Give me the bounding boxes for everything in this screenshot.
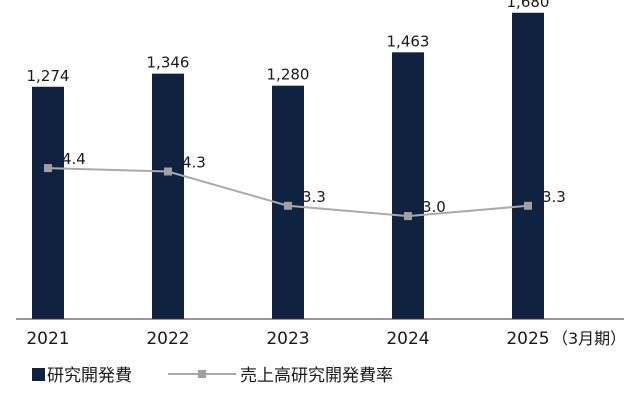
ratio-value-label: 3.3 — [302, 188, 326, 206]
ratio-line-series — [44, 164, 532, 221]
legend-line-label: 売上高研究開発費率 — [240, 366, 393, 386]
legend-line-marker — [198, 370, 206, 378]
x-tick-label: 2024 — [386, 329, 429, 349]
bar-value-label: 1,280 — [267, 66, 310, 84]
ratio-point — [44, 164, 52, 173]
bar — [152, 73, 184, 319]
legend: 研究開発費 売上高研究開発費率 — [32, 366, 393, 386]
period-note: （3月期） — [552, 329, 626, 348]
bar — [512, 12, 544, 319]
ratio-point — [404, 212, 412, 221]
ratio-point — [164, 167, 172, 176]
bar-value-labels: 1,274 1,346 1,280 1,463 1,680 — [27, 0, 550, 85]
ratio-value-label: 3.3 — [542, 188, 566, 206]
x-tick-label: 2022 — [146, 329, 189, 349]
bar — [392, 52, 424, 319]
ratio-value-label: 4.3 — [182, 154, 206, 172]
bar-value-label: 1,274 — [27, 67, 70, 85]
bar-value-label: 1,680 — [507, 0, 550, 11]
x-tick-label: 2025 — [506, 329, 549, 349]
x-axis-tick-labels: 2021 2022 2023 2024 2025 — [26, 329, 549, 349]
legend-bar-label: 研究開発費 — [47, 366, 132, 386]
ratio-value-label: 4.4 — [62, 150, 86, 168]
x-tick-label: 2021 — [26, 329, 69, 349]
ratio-point — [284, 201, 292, 210]
ratio-point — [524, 201, 532, 210]
x-tick-label: 2023 — [266, 329, 309, 349]
bar-series — [32, 12, 544, 319]
bar — [32, 86, 64, 319]
bar-value-label: 1,346 — [147, 54, 190, 72]
ratio-value-labels: 4.4 4.3 3.3 3.0 3.3 — [62, 150, 566, 216]
bar-value-label: 1,463 — [387, 32, 430, 50]
legend-bar-swatch — [32, 368, 45, 381]
ratio-value-label: 3.0 — [422, 198, 446, 216]
